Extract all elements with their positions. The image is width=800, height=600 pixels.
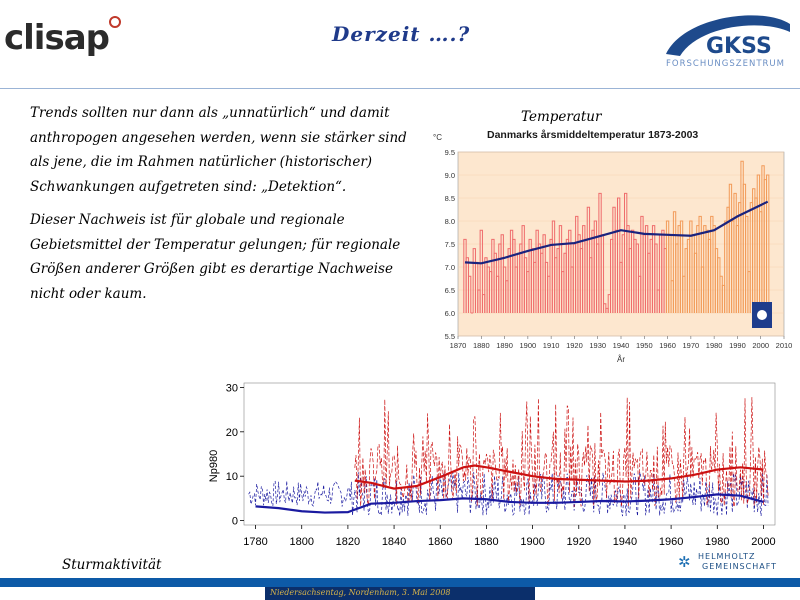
storm-plot-area [243,382,776,526]
storm-x-tick-label: 1860 [428,536,452,548]
temperature-x-tick-label: 2010 [776,341,793,350]
helmholtz-logo: ✲ HELMHOLTZ GEMEINSCHAFT [678,552,788,574]
temperature-y-tick-label: 9.5 [445,148,455,157]
storm-x-tick-label: 1820 [336,536,360,548]
storm-x-tick-label: 1940 [613,536,637,548]
header-divider [0,88,800,89]
temperature-chart-y-unit: °C [433,133,442,142]
storm-x-tick-label: 1840 [382,536,406,548]
helmholtz-logo-icon: ✲ [678,553,691,571]
storm-x-tick-label: 1980 [705,536,729,548]
gkss-logo-arc-icon [666,15,790,57]
storm-y-tick-label: 10 [226,471,238,483]
temperature-x-tick-label: 1960 [659,341,676,350]
temperature-x-tick-label: 1930 [589,341,606,350]
temperature-x-tick-label: 2000 [752,341,769,350]
storm-x-tick-label: 1960 [659,536,683,548]
temperature-year-bar [479,229,483,313]
temperature-year-bar [745,215,749,313]
temperature-x-tick-label: 1880 [473,341,490,350]
temperature-y-tick-label: 7.5 [445,240,455,249]
temperature-year-bar [679,220,684,313]
temperature-year-bar [654,243,658,313]
temperature-y-tick-label: 9.0 [445,171,455,180]
temperature-x-tick-label: 1900 [520,341,537,350]
temperature-chart-title: Danmarks årsmiddeltemperatur 1873-2003 [487,129,698,141]
temperature-chart-x-label: År [617,355,625,364]
temperature-y-tick-label: 6.5 [445,286,455,295]
storm-y-tick-label: 20 [226,427,238,439]
clisap-logo: clisap [4,16,121,58]
gkss-logo-text: GKSS [706,34,772,59]
temperature-x-tick-label: 1950 [636,341,653,350]
temperature-year-bar [467,275,472,313]
storm-y-tick-label: 0 [232,516,238,528]
paragraph-detection: Trends sollten nur dann als „unnatürlich… [30,105,407,195]
temperature-x-tick-label: 1990 [729,341,746,350]
storm-x-tick-label: 1900 [520,536,544,548]
temperature-x-tick-label: 1940 [613,341,630,350]
storm-activity-label: Sturmaktivität [62,557,162,573]
temperature-x-tick-label: 1980 [706,341,723,350]
temperature-trend-line [464,200,769,265]
footer-bar [0,578,800,587]
gkss-logo: GKSS FORSCHUNGSZENTRUM [664,10,792,72]
temperature-y-tick-label: 8.0 [445,217,455,226]
storm-y-tick-label: 30 [226,382,238,394]
temperature-year-bar [617,197,621,313]
storm-chart-y-label: Np980 [208,450,220,482]
paragraph-evidence: Dieser Nachweis ist für globale und regi… [30,212,401,302]
helmholtz-line-1: HELMHOLTZ [698,552,756,561]
temperature-label: Temperatur [521,109,602,125]
gkss-logo-subtitle: FORSCHUNGSZENTRUM [666,59,785,69]
storm-blue-smoothed-line [255,493,764,514]
clisap-logo-text: clisap [4,18,110,58]
storm-red-raw-series [354,397,769,508]
temperature-y-tick-label: 8.5 [445,194,455,203]
temperature-year-bar [766,174,770,313]
footer-event-text: Niedersachsentag, Nordenham, 3. Mai 2008 [270,588,451,597]
danish-crest-emblem [757,310,767,320]
temperature-x-tick-label: 1970 [683,341,700,350]
footer-event-strip [265,587,535,600]
temperature-y-tick-label: 5.5 [445,332,455,341]
temperature-x-tick-label: 1910 [543,341,560,350]
clisap-logo-circle-icon [108,16,121,28]
temperature-x-tick-label: 1870 [450,341,467,350]
temperature-x-tick-label: 1920 [566,341,583,350]
temperature-x-tick-label: 1890 [496,341,513,350]
temperature-chart: Danmarks årsmiddeltemperatur 1873-2003 °… [433,129,793,364]
storm-x-tick-label: 2000 [751,536,775,548]
storm-x-tick-label: 1780 [243,536,267,548]
storm-x-tick-label: 1800 [289,536,313,548]
helmholtz-line-2: GEMEINSCHAFT [702,562,778,571]
temperature-year-bar [698,215,702,313]
temperature-year-bar [558,225,563,313]
storm-chart: Np980 0 10 20 30 1780 1800 1820 1840 1860 1880 190… [208,382,776,548]
page-title: Derzeit ….? [332,22,471,46]
storm-red-smoothed-line [354,464,764,490]
storm-x-tick-label: 1920 [567,536,591,548]
temperature-y-tick-label: 6.0 [445,309,455,318]
temperature-y-tick-label: 7.0 [445,263,455,272]
storm-x-tick-label: 1880 [474,536,498,548]
